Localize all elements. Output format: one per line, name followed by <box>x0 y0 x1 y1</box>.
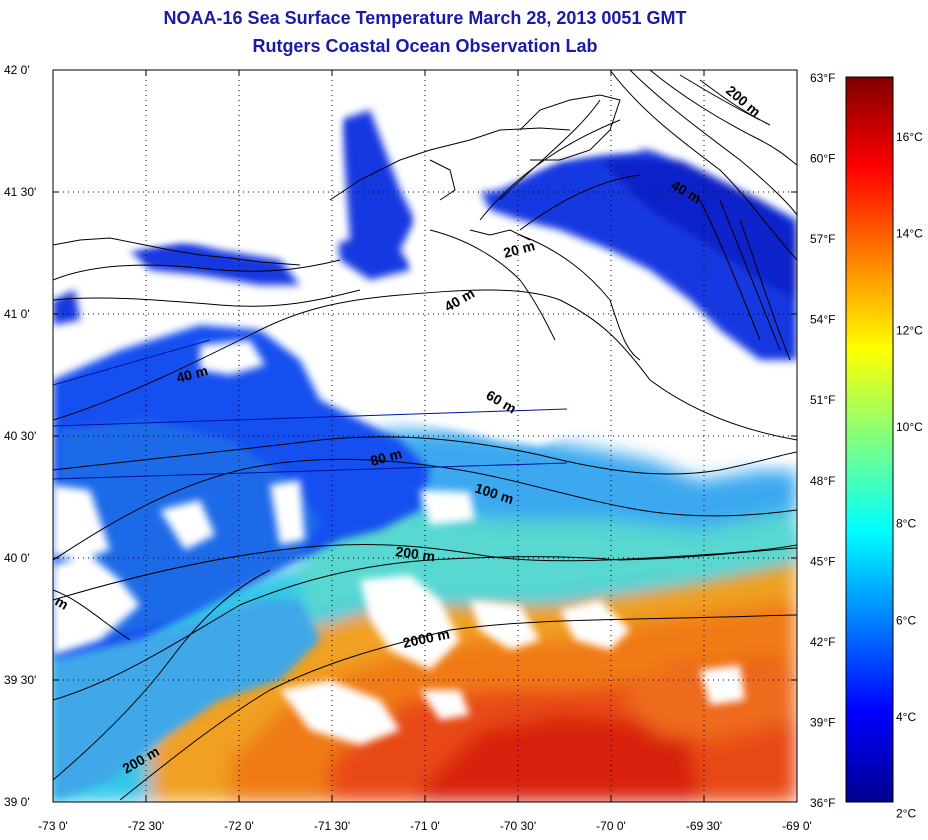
isobath-label: 40 m <box>175 362 210 386</box>
fahrenheit-label: 51°F <box>810 393 835 407</box>
celsius-label: 14°C <box>896 227 923 241</box>
fahrenheit-label: 39°F <box>810 715 835 729</box>
latitude-label: 40 30' <box>4 429 36 443</box>
longitude-label: -70 30' <box>500 819 536 833</box>
longitude-label: -71 0' <box>410 819 440 833</box>
latitude-label: 39 0' <box>4 795 30 809</box>
fahrenheit-label: 48°F <box>810 474 835 488</box>
axis-ticks <box>52 69 798 803</box>
cold-shelf-water-west <box>53 325 430 802</box>
fahrenheit-label: 54°F <box>810 313 835 327</box>
celsius-label: 16°C <box>896 130 923 144</box>
sst-image: 200 m 40 m 20 m 40 m 40 m 60 m 80 m 100 … <box>53 70 797 802</box>
longitude-label: -69 30' <box>686 819 722 833</box>
temperature-colorbar <box>845 76 894 803</box>
celsius-label: 12°C <box>896 323 923 337</box>
celsius-label: 6°C <box>896 613 916 627</box>
isobath-label: 200 m <box>395 543 437 564</box>
fahrenheit-label: 45°F <box>810 554 835 568</box>
isobath-label: 80 m <box>369 445 404 469</box>
longitude-label: -69 0' <box>782 819 812 833</box>
longitude-labels: -73 0' -72 30' -72 0' -71 30' -71 0' -70 30' -… <box>38 819 812 833</box>
longitude-label: -71 30' <box>314 819 350 833</box>
transect-lines <box>53 339 568 480</box>
celsius-scale: 16°C 14°C 12°C 10°C 8°C 6°C 4°C 2°C <box>896 130 923 821</box>
isobath-contours <box>53 70 797 801</box>
fahrenheit-label: 42°F <box>810 635 835 649</box>
celsius-label: 4°C <box>896 710 916 724</box>
coastline <box>53 94 621 266</box>
celsius-label: 8°C <box>896 517 916 531</box>
cloud-mask <box>53 70 797 745</box>
fahrenheit-label: 63°F <box>810 71 835 85</box>
longitude-label: -70 0' <box>596 819 626 833</box>
longitude-label: -72 30' <box>128 819 164 833</box>
longitude-label: -72 0' <box>224 819 254 833</box>
shelf-break-front <box>300 430 797 620</box>
fahrenheit-label: 57°F <box>810 232 835 246</box>
latitude-label: 41 30' <box>4 185 36 199</box>
fahrenheit-label: 60°F <box>810 152 835 166</box>
map-subtitle: Rutgers Coastal Ocean Observation Lab <box>252 36 598 56</box>
map-title: NOAA-16 Sea Surface Temperature March 28… <box>163 8 687 28</box>
fahrenheit-label: 36°F <box>810 796 835 810</box>
latitude-label: 40 0' <box>4 551 30 565</box>
celsius-label: 2°C <box>896 807 916 821</box>
longitude-label: -73 0' <box>38 819 68 833</box>
latitude-label: 39 30' <box>4 673 36 687</box>
latitude-label: 41 0' <box>4 307 30 321</box>
fahrenheit-scale: 63°F 60°F 57°F 54°F 51°F 48°F 45°F 42°F 39°F 36°F <box>810 71 835 810</box>
latitude-label: 42 0' <box>4 63 30 77</box>
graticule <box>53 70 797 802</box>
latitude-labels: 42 0' 41 30' 41 0' 40 30' 40 0' 39 30' 39 0' <box>4 63 36 809</box>
cold-water-north <box>53 110 797 360</box>
celsius-label: 10°C <box>896 420 923 434</box>
isobath-label: 20 m <box>502 237 537 261</box>
